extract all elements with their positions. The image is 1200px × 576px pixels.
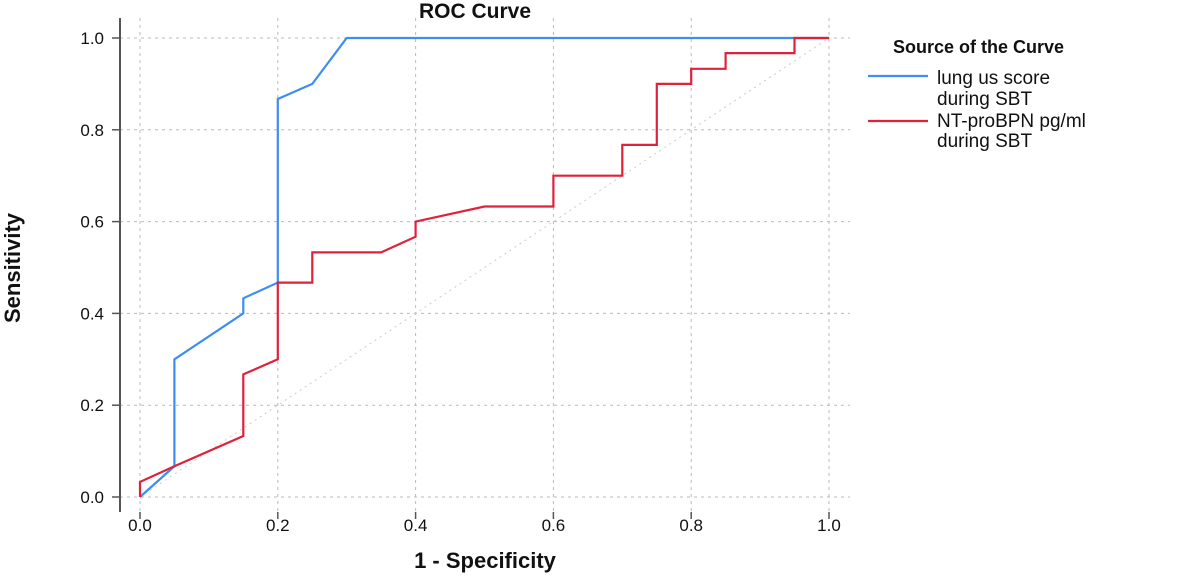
y-ticks: 0.0 0.2 0.4 0.6 0.8 1.0	[80, 29, 120, 507]
x-axis-label: 1 - Specificity	[414, 548, 557, 573]
x-tick-label: 0.0	[128, 516, 152, 535]
series-line-1	[139, 36, 829, 498]
legend-label-2: during SBT	[937, 131, 1032, 152]
legend-label-1: lung us score	[937, 68, 1050, 89]
series	[138, 36, 829, 498]
x-tick-label: 0.8	[679, 516, 703, 535]
y-tick-label: 1.0	[80, 29, 104, 48]
legend-label-1: during SBT	[937, 89, 1032, 110]
legend-label-2: NT-proBPN pg/ml	[937, 111, 1086, 132]
chart-title: ROC Curve	[419, 0, 531, 23]
grid	[120, 18, 850, 512]
y-axis-label: Sensitivity	[0, 212, 25, 323]
x-tick-label: 0.2	[266, 516, 290, 535]
y-tick-label: 0.6	[80, 213, 104, 232]
x-tick-label: 0.4	[404, 516, 428, 535]
x-tick-label: 0.6	[542, 516, 566, 535]
x-ticks: 0.0 0.2 0.4 0.6 0.8 1.0	[128, 512, 841, 535]
series-line-2	[138, 36, 829, 497]
y-tick-label: 0.0	[80, 488, 104, 507]
y-tick-label: 0.4	[80, 304, 104, 323]
y-tick-label: 0.2	[80, 396, 104, 415]
y-tick-label: 0.8	[80, 121, 104, 140]
legend-title: Source of the Curve	[893, 37, 1064, 57]
x-tick-label: 1.0	[817, 516, 841, 535]
